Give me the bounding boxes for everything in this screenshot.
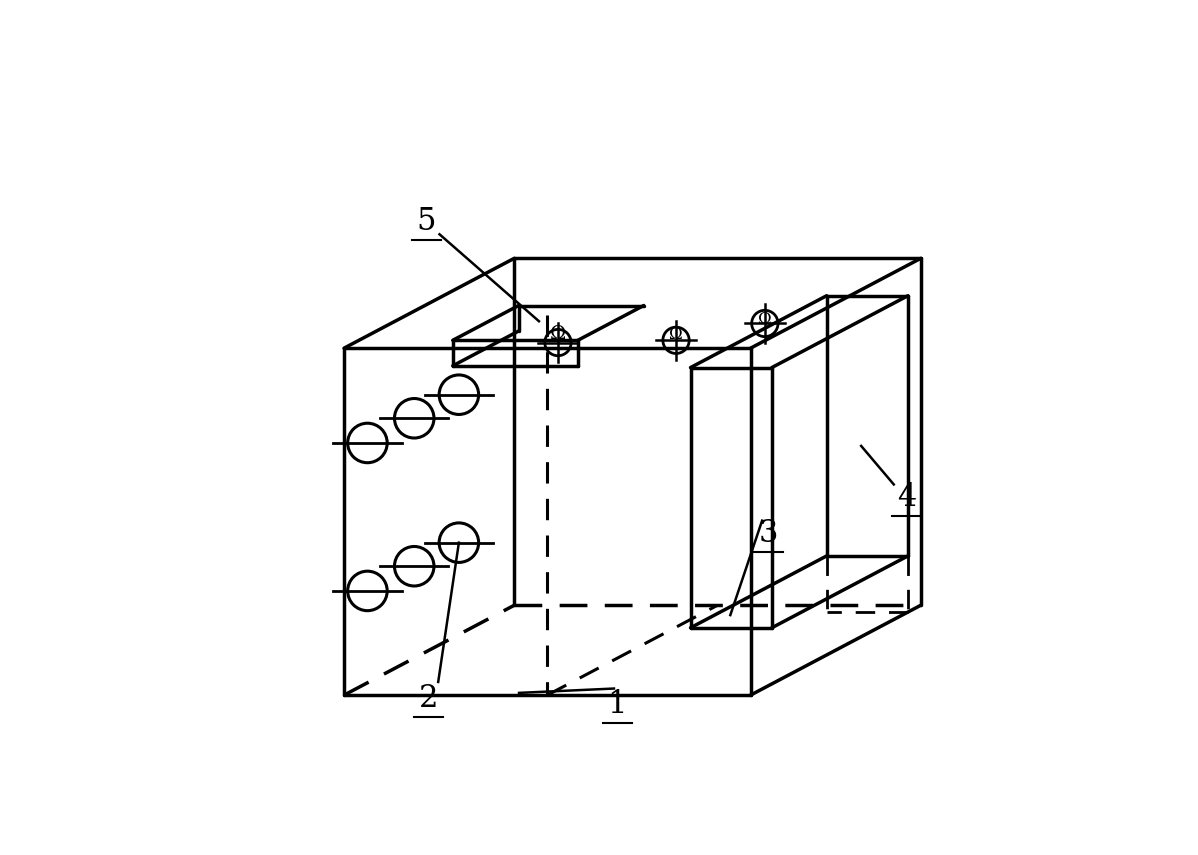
Text: 1: 1 [607, 689, 627, 721]
Text: Ω: Ω [550, 326, 567, 344]
Text: 4: 4 [897, 482, 916, 513]
Text: 5: 5 [417, 205, 436, 237]
Text: Ω: Ω [758, 311, 772, 327]
Text: Ω: Ω [670, 326, 683, 343]
Text: 3: 3 [760, 518, 779, 549]
Text: 2: 2 [418, 683, 438, 714]
